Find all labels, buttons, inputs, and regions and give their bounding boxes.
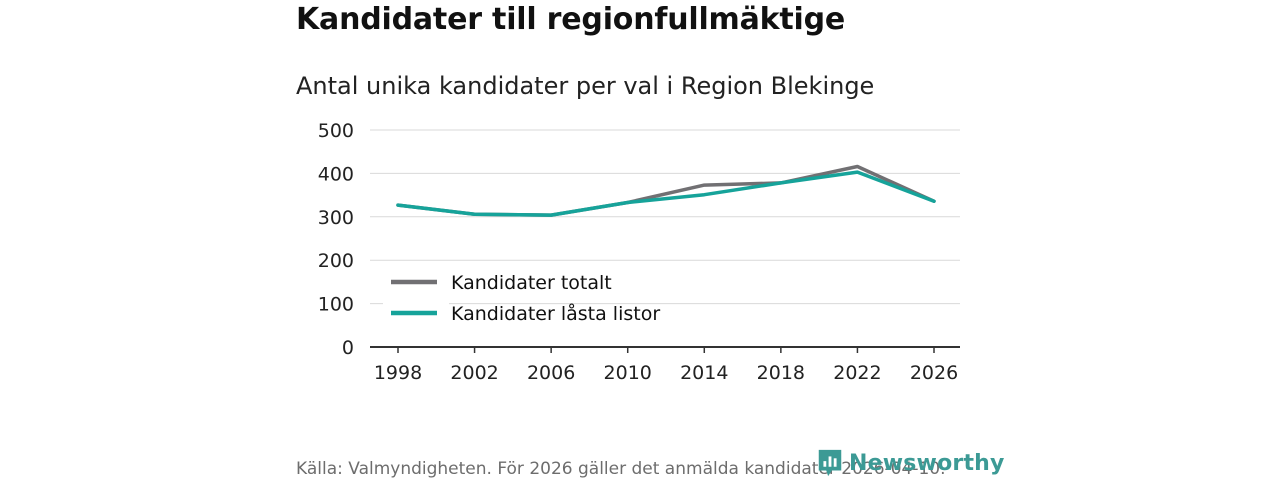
newsworthy-logo-text: Newsworthy (849, 450, 1005, 476)
x-tick-label-2002: 2002 (450, 362, 498, 384)
y-tick-label-500: 500 (318, 120, 354, 142)
x-tick-label-2014: 2014 (680, 362, 728, 384)
series-line-kandidater-lasta-listor (396, 170, 936, 217)
chart-title: Kandidater till regionfullmäktige (296, 2, 846, 37)
newsworthy-logo-icon (818, 449, 842, 477)
y-tick-label-100: 100 (318, 294, 354, 316)
y-tick-label-0: 0 (342, 337, 354, 359)
x-tick-label-2010: 2010 (604, 362, 652, 384)
y-tick-label-400: 400 (318, 163, 354, 185)
x-tick-label-2026: 2026 (910, 362, 958, 384)
x-tick-label-2006: 2006 (527, 362, 575, 384)
legend-label-kandidater-totalt: Kandidater totalt (451, 272, 612, 294)
y-tick-label-300: 300 (318, 207, 354, 229)
source-note: Källa: Valmyndigheten. För 2026 gäller d… (296, 459, 946, 479)
x-tick-label-1998: 1998 (374, 362, 422, 384)
y-tick-label-200: 200 (318, 250, 354, 272)
newsworthy-logo: Newsworthy (816, 447, 1005, 479)
x-tick-label-2018: 2018 (757, 362, 805, 384)
chart-subtitle: Antal unika kandidater per val i Region … (296, 72, 875, 100)
x-tick-label-2022: 2022 (833, 362, 881, 384)
legend-label-kandidater-lasta-listor: Kandidater låsta listor (451, 302, 660, 325)
